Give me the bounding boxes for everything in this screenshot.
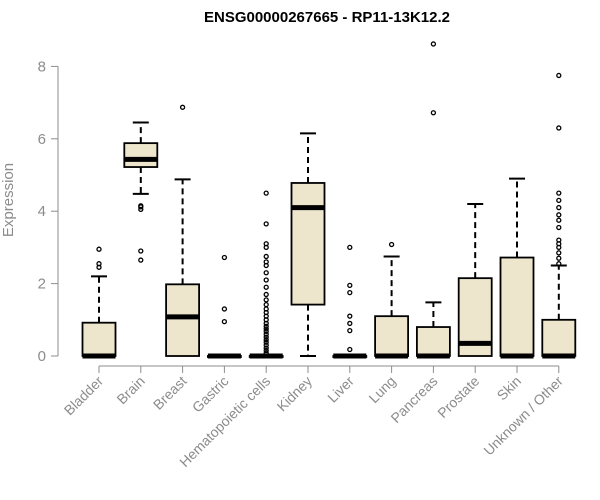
- category-label: Liver: [324, 373, 357, 406]
- outlier-point: [263, 342, 269, 348]
- outlier-point: [263, 221, 269, 227]
- box-series: [81, 41, 577, 359]
- box-group: [165, 104, 201, 357]
- outlier-point: [96, 246, 102, 252]
- category-label: Unknown / Other: [480, 373, 566, 459]
- outlier-point: [347, 328, 353, 334]
- outlier-point: [263, 190, 269, 196]
- outlier-point: [556, 190, 562, 196]
- outlier-point: [263, 331, 269, 337]
- box: [415, 326, 451, 357]
- y-tick-label: 4: [38, 203, 46, 220]
- outlier-point: [263, 345, 269, 351]
- outlier-point: [430, 41, 437, 47]
- outlier-point: [221, 306, 228, 312]
- outlier-point: [347, 346, 353, 353]
- box: [123, 142, 159, 168]
- outlier-point: [556, 212, 562, 218]
- outlier-point: [263, 326, 269, 332]
- y-tick-label: 0: [38, 348, 46, 365]
- outlier-point: [263, 323, 269, 329]
- box: [541, 318, 577, 357]
- outlier-point: [556, 72, 562, 79]
- box-group: [206, 254, 242, 359]
- outlier-point: [263, 277, 269, 283]
- y-tick-label: 8: [38, 58, 46, 75]
- box-group: [499, 177, 535, 359]
- y-tick-label: 2: [38, 276, 46, 293]
- outlier-point: [138, 257, 144, 263]
- outlier-point: [263, 301, 269, 308]
- outlier-point: [263, 337, 269, 343]
- outlier-point: [556, 217, 562, 223]
- box-group: [415, 41, 451, 359]
- outlier-point: [388, 241, 395, 248]
- box: [290, 182, 326, 306]
- outlier-point: [263, 350, 269, 356]
- outlier-point: [347, 320, 353, 327]
- box-group: [332, 244, 368, 359]
- box: [499, 256, 535, 357]
- category-label: Bladder: [61, 373, 107, 419]
- outlier-point: [556, 255, 562, 261]
- box-group: [541, 72, 577, 359]
- outlier-point: [263, 291, 269, 298]
- outlier-point: [138, 248, 144, 254]
- outlier-point: [263, 334, 269, 340]
- outlier-point: [556, 237, 562, 243]
- category-label: Lung: [365, 373, 398, 406]
- outlier-point: [263, 297, 269, 303]
- box-group: [457, 202, 493, 357]
- outlier-point: [263, 259, 269, 265]
- outlier-point: [221, 318, 228, 325]
- outlier-point: [347, 244, 353, 251]
- outlier-point: [263, 347, 269, 354]
- box-group: [290, 132, 326, 357]
- box-group: [374, 241, 410, 359]
- outlier-point: [347, 313, 353, 319]
- outlier-point: [138, 203, 144, 209]
- box-group: [81, 246, 117, 359]
- y-axis: 0 2 4 6 8: [38, 58, 59, 365]
- outlier-point: [556, 261, 562, 267]
- y-tick-label: 6: [38, 131, 46, 148]
- outlier-point: [430, 110, 437, 116]
- outlier-point: [556, 204, 562, 211]
- outlier-point: [263, 241, 269, 247]
- outlier-point: [96, 261, 102, 267]
- category-label: Skin: [494, 373, 525, 404]
- outlier-point: [179, 104, 186, 110]
- box: [165, 283, 201, 357]
- box: [81, 321, 117, 357]
- outlier-point: [556, 197, 562, 203]
- category-label: Kidney: [274, 373, 316, 415]
- box-group: [123, 121, 159, 263]
- outlier-point: [347, 282, 353, 289]
- category-label: Breast: [150, 373, 190, 413]
- y-axis-label: Expression: [0, 163, 17, 237]
- outlier-point: [556, 125, 562, 131]
- outlier-point: [263, 306, 269, 312]
- outlier-point: [263, 253, 269, 260]
- outlier-point: [221, 254, 228, 261]
- outlier-point: [556, 250, 562, 256]
- outlier-point: [263, 284, 269, 290]
- outlier-point: [347, 289, 353, 296]
- x-axis: [98, 365, 560, 373]
- chart-title: ENSG00000267665 - RP11-13K12.2: [204, 9, 450, 26]
- category-label: Brain: [113, 373, 147, 407]
- outlier-point: [263, 270, 269, 276]
- box: [374, 315, 410, 357]
- box-group: [248, 190, 284, 359]
- outlier-point: [263, 328, 269, 335]
- outlier-point: [263, 339, 269, 345]
- outlier-point: [556, 224, 562, 231]
- category-label: Prostate: [434, 373, 482, 421]
